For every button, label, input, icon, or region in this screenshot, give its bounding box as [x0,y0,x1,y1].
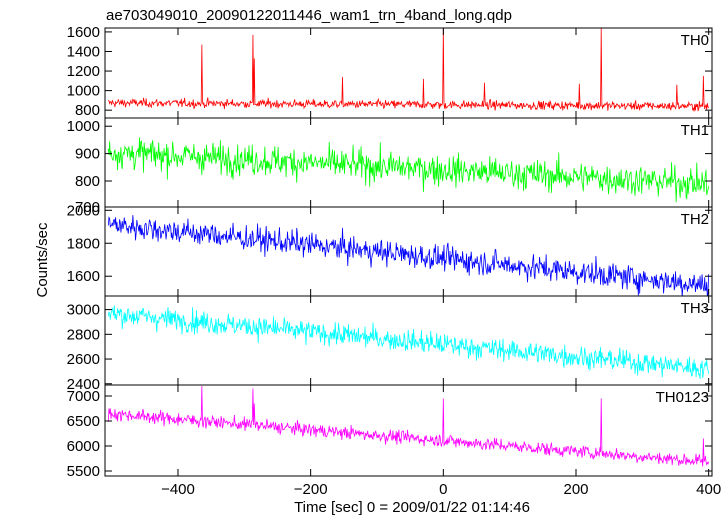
panel-th1: 700 800 900 1000 TH1 [67,117,713,216]
panel-frame [104,384,713,477]
series-line-th0123 [107,385,710,467]
y-tick-label: 700 [75,199,100,216]
y-tick-label: 2000 [67,202,100,219]
y-tick-label: 2800 [67,326,100,343]
panel-label: TH1 [681,122,709,139]
series-line-th2 [107,215,710,296]
y-tick-label: 6500 [67,413,100,430]
series-line-th3 [107,305,710,379]
y-tick-label: 1000 [67,83,100,100]
y-tick-label: 6000 [67,438,100,455]
panel-th3: 2400 2600 2800 3000 TH3 [67,295,713,393]
panel-th0123: 5500 6000 6500 7000 TH0123 [67,384,713,480]
x-tick-label: −200 [294,481,328,498]
series-line-th1 [107,137,710,203]
x-axis-title: Time [sec] 0 = 2009/01/22 01:14:46 [294,499,530,516]
chart-title: ae703049010_20090122011446_wam1_trn_4ban… [106,7,512,24]
panel-label: TH0123 [656,389,709,406]
y-tick-label: 1000 [67,118,100,135]
y-tick-label: 800 [75,173,100,190]
x-tick-label: 400 [696,481,721,498]
panel-label: TH0 [681,32,709,49]
panel-th2: 1600 1800 2000 TH2 [67,202,713,297]
panel-frame [104,295,713,386]
y-tick-label: 800 [75,102,100,119]
y-tick-label: 1800 [67,235,100,252]
y-tick-label: 7000 [67,388,100,405]
y-tick-label: 2400 [67,376,100,393]
y-tick-label: 900 [75,146,100,163]
y-tick-label: 3000 [67,302,100,319]
series-line-th0 [108,28,709,112]
panel-label: TH3 [681,300,709,317]
panel-th0: 800 1000 1200 1400 1600 TH0 [67,24,713,119]
x-tick-label: 0 [439,481,447,498]
y-tick-label: 1600 [67,24,100,41]
y-tick-label: 1200 [67,63,100,80]
y-axis-title: Counts/sec [34,222,51,298]
y-tick-label: 1400 [67,43,100,60]
panel-label: TH2 [681,211,709,228]
y-tick-label: 1600 [67,268,100,285]
y-tick-label: 5500 [67,463,100,480]
y-tick-label: 2600 [67,351,100,368]
x-tick-label: −400 [161,481,195,498]
x-tick-label: 200 [563,481,588,498]
